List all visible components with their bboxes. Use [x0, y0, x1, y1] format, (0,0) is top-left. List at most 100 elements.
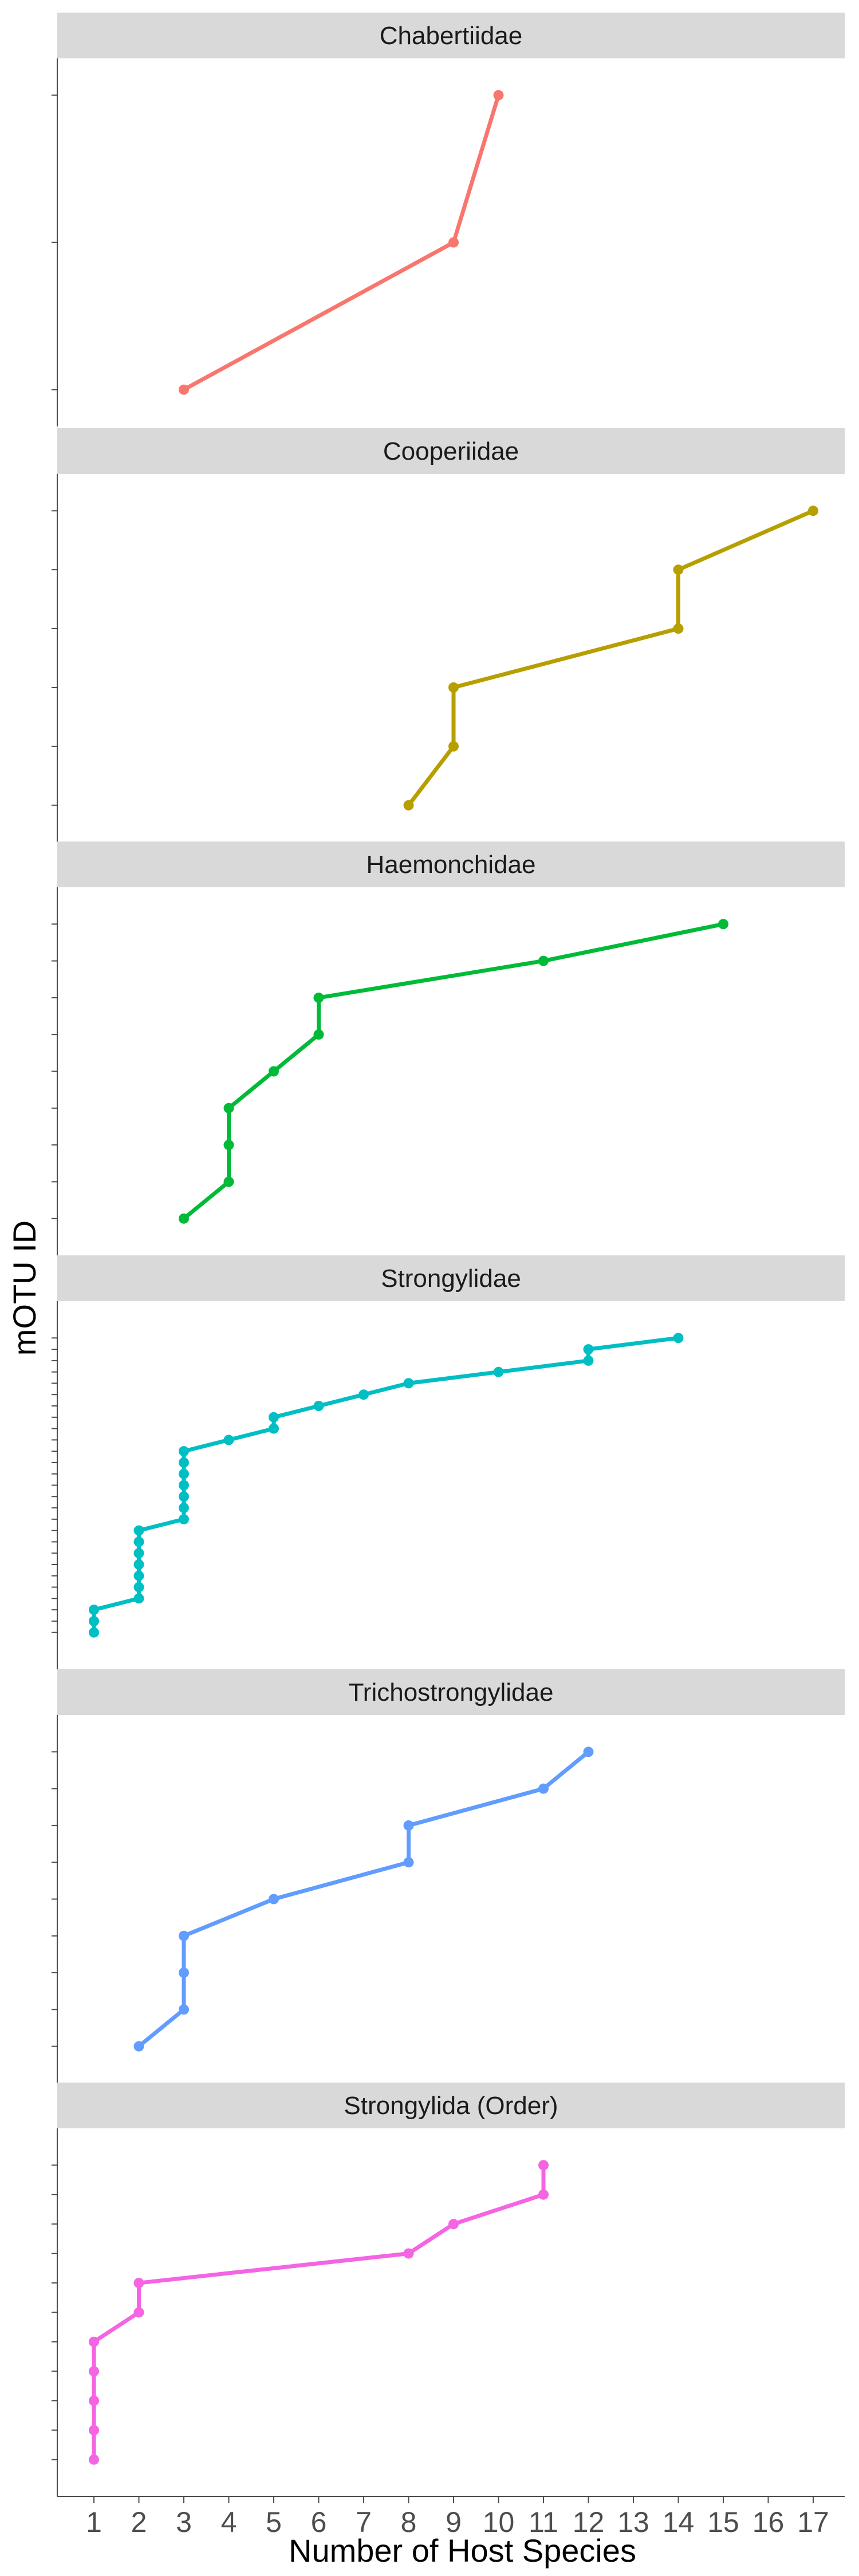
x-tick-label: 13: [617, 2506, 649, 2538]
data-point-trichostrongylidae: [403, 1820, 414, 1831]
data-point-trichostrongylidae: [269, 1894, 279, 1905]
data-point-strongylida-order: [89, 2336, 99, 2347]
data-point-chabertiidae: [493, 90, 504, 101]
x-tick-label: 15: [707, 2506, 739, 2538]
data-point-haemonchidae: [313, 1029, 324, 1040]
x-tick-label: 17: [797, 2506, 829, 2538]
data-point-strongylida-order: [133, 2307, 144, 2318]
data-point-strongylidae: [223, 1435, 234, 1445]
data-point-strongylidae: [133, 1593, 144, 1604]
data-point-strongylidae: [133, 1525, 144, 1536]
x-tick-label: 12: [573, 2506, 605, 2538]
data-point-strongylidae: [179, 1503, 189, 1514]
data-point-haemonchidae: [223, 1103, 234, 1113]
strip-chabertiidae: [57, 13, 845, 58]
data-point-haemonchidae: [718, 919, 728, 930]
x-tick-label: 5: [266, 2506, 282, 2538]
data-point-strongylida-order: [403, 2248, 414, 2259]
data-point-strongylidae: [269, 1423, 279, 1434]
data-point-trichostrongylidae: [133, 2041, 144, 2052]
data-point-cooperiidae: [448, 741, 459, 752]
data-point-strongylida-order: [133, 2278, 144, 2289]
data-point-haemonchidae: [538, 955, 549, 966]
data-point-strongylidae: [403, 1378, 414, 1389]
data-point-strongylida-order: [538, 2189, 549, 2200]
data-point-cooperiidae: [808, 505, 818, 516]
x-axis-title: Number of Host Species: [289, 2532, 636, 2569]
y-axis-title: mOTU ID: [6, 1220, 42, 1356]
data-point-strongylidae: [133, 1559, 144, 1570]
data-point-strongylidae: [89, 1627, 99, 1638]
data-point-strongylidae: [133, 1582, 144, 1593]
data-point-haemonchidae: [269, 1066, 279, 1077]
series-line-strongylida-order: [92, 2163, 546, 2462]
data-point-haemonchidae: [223, 1176, 234, 1187]
data-point-strongylida-order: [89, 2454, 99, 2465]
data-point-trichostrongylidae: [179, 1967, 189, 1978]
data-point-strongylida-order: [538, 2160, 549, 2171]
x-tick-label: 1: [86, 2506, 102, 2538]
data-point-strongylidae: [583, 1355, 594, 1366]
strip-haemonchidae: [57, 841, 845, 887]
data-point-strongylida-order: [89, 2425, 99, 2436]
data-point-strongylida-order: [89, 2366, 99, 2377]
x-tick-label: 7: [356, 2506, 372, 2538]
x-tick-label: 14: [663, 2506, 695, 2538]
data-point-strongylidae: [133, 1548, 144, 1559]
series-line-trichostrongylidae: [137, 1749, 590, 2049]
data-point-chabertiidae: [448, 237, 459, 248]
x-tick-label: 10: [483, 2506, 515, 2538]
data-point-haemonchidae: [313, 992, 324, 1003]
strip-label-cooperiidae: Cooperiidae: [383, 437, 519, 465]
data-point-strongylidae: [179, 1446, 189, 1457]
data-point-strongylidae: [133, 1570, 144, 1581]
data-point-haemonchidae: [179, 1213, 189, 1224]
data-point-strongylidae: [179, 1468, 189, 1479]
x-tick-label: 8: [401, 2506, 417, 2538]
data-point-haemonchidae: [223, 1140, 234, 1151]
data-point-strongylidae: [358, 1389, 369, 1400]
series-line-cooperiidae: [407, 508, 815, 808]
data-point-chabertiidae: [179, 384, 189, 395]
strip-label-haemonchidae: Haemonchidae: [367, 851, 536, 879]
data-point-strongylidae: [179, 1457, 189, 1468]
x-tick-label: 16: [752, 2506, 785, 2538]
data-point-strongylidae: [493, 1366, 504, 1377]
data-point-trichostrongylidae: [179, 2004, 189, 2015]
strip-strongylidae: [57, 1255, 845, 1301]
data-point-strongylida-order: [89, 2395, 99, 2406]
data-point-strongylidae: [133, 1536, 144, 1547]
data-point-strongylidae: [313, 1401, 324, 1411]
x-tick-label: 9: [446, 2506, 462, 2538]
data-point-strongylidae: [179, 1491, 189, 1502]
data-point-cooperiidae: [673, 623, 684, 634]
data-point-trichostrongylidae: [538, 1783, 549, 1794]
x-tick-label: 11: [529, 2506, 558, 2538]
strip-label-strongylida-order: Strongylida (Order): [344, 2092, 558, 2120]
x-tick-label: 2: [131, 2506, 147, 2538]
strip-label-strongylidae: Strongylidae: [381, 1265, 521, 1293]
data-point-trichostrongylidae: [583, 1747, 594, 1757]
strip-label-trichostrongylidae: Trichostrongylidae: [349, 1678, 554, 1706]
strip-cooperiidae: [57, 428, 845, 474]
data-point-trichostrongylidae: [403, 1857, 414, 1868]
data-point-trichostrongylidae: [179, 1930, 189, 1941]
x-tick-label: 4: [221, 2506, 237, 2538]
data-point-strongylidae: [179, 1480, 189, 1491]
data-point-cooperiidae: [673, 564, 684, 575]
data-point-strongylidae: [269, 1412, 279, 1423]
data-point-strongylidae: [179, 1514, 189, 1524]
data-point-strongylida-order: [448, 2219, 459, 2230]
data-point-strongylidae: [583, 1344, 594, 1355]
strip-strongylida-order: [57, 2083, 845, 2128]
data-point-strongylidae: [89, 1615, 99, 1626]
x-tick-label: 3: [176, 2506, 192, 2538]
x-tick-label: 6: [311, 2506, 327, 2538]
data-point-strongylidae: [673, 1333, 684, 1344]
data-point-cooperiidae: [403, 800, 414, 811]
series-line-haemonchidae: [182, 922, 726, 1221]
data-point-strongylidae: [89, 1605, 99, 1615]
strip-label-chabertiidae: Chabertiidae: [380, 22, 523, 50]
strip-trichostrongylidae: [57, 1669, 845, 1715]
